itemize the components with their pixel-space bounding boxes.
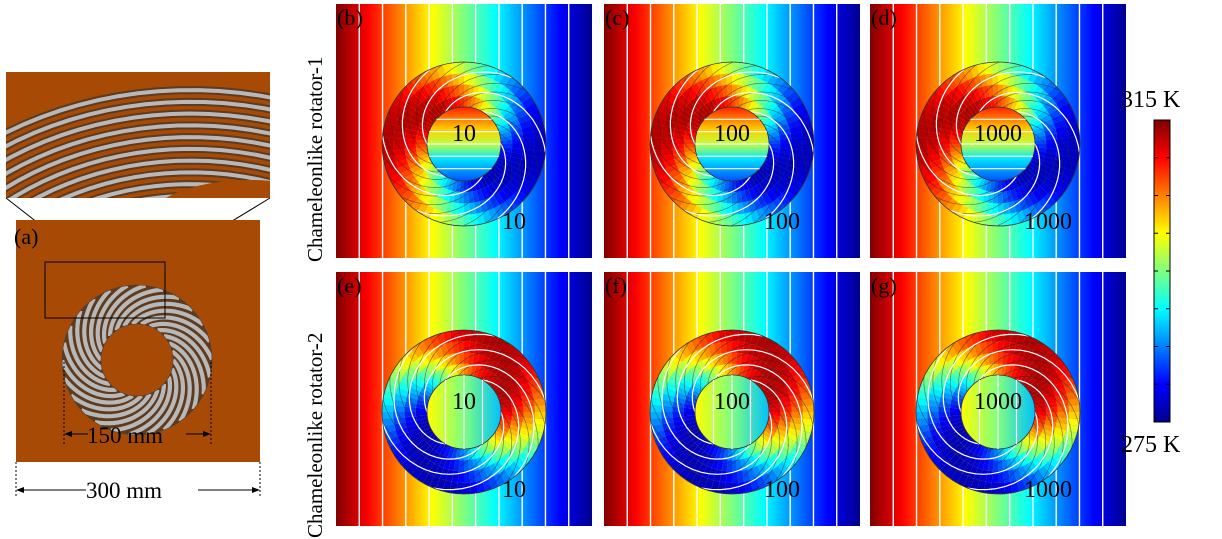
panel-g bbox=[870, 272, 1126, 526]
outer-conductivity-label: 10 bbox=[502, 477, 526, 503]
panel-label: (f) bbox=[605, 273, 627, 298]
panel-d bbox=[870, 4, 1126, 258]
inner-conductivity-label: 10 bbox=[452, 121, 476, 147]
colorbar-max-label: 315 K bbox=[1121, 87, 1181, 113]
outer-size-label: 300 mm bbox=[86, 478, 163, 503]
panel-f bbox=[604, 272, 860, 526]
row-label-rotator-1: Chameleonlike rotator-1 bbox=[303, 56, 327, 262]
panel-a bbox=[5, 72, 271, 498]
outer-conductivity-label: 100 bbox=[764, 477, 800, 503]
outer-conductivity-label: 100 bbox=[764, 209, 800, 235]
panel-label: (b) bbox=[337, 5, 363, 30]
outer-conductivity-label: 1000 bbox=[1024, 477, 1072, 503]
inner-conductivity-label: 1000 bbox=[974, 389, 1022, 415]
panel-b bbox=[336, 4, 592, 258]
colorbar-min-label: 275 K bbox=[1121, 432, 1181, 458]
rotator-ring bbox=[61, 284, 213, 436]
inner-conductivity-label: 10 bbox=[452, 389, 476, 415]
zoom-box bbox=[44, 261, 166, 319]
row-label-rotator-2: Chameleonlike rotator-2 bbox=[303, 332, 327, 538]
panel-c bbox=[604, 4, 860, 258]
colorbar bbox=[1153, 119, 1171, 423]
panel-label: (c) bbox=[605, 5, 630, 30]
panel-a-label: (a) bbox=[14, 224, 39, 249]
panel-label: (e) bbox=[337, 273, 362, 298]
panel-label: (d) bbox=[871, 5, 897, 30]
outer-conductivity-label: 10 bbox=[502, 209, 526, 235]
inner-conductivity-label: 100 bbox=[714, 389, 750, 415]
inner-conductivity-label: 100 bbox=[714, 121, 750, 147]
panel-label: (g) bbox=[871, 273, 897, 298]
zoom-inset bbox=[6, 72, 270, 198]
inner-conductivity-label: 1000 bbox=[974, 121, 1022, 147]
inner-diameter-label: 150 mm bbox=[87, 423, 164, 448]
panel-e bbox=[336, 272, 592, 526]
outer-conductivity-label: 1000 bbox=[1024, 209, 1072, 235]
